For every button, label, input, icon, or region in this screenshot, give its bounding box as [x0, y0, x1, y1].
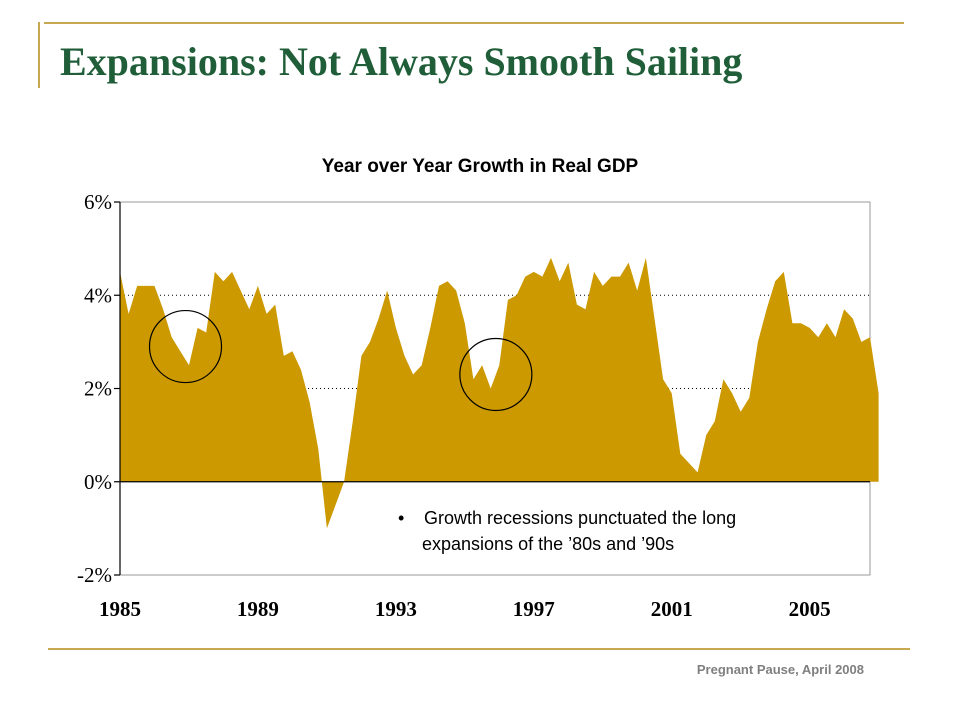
plot-area: -2% 0% 2% 4% 6% 1985 1989 1993 1997 2001 2005 [77, 190, 879, 621]
x-tick-label: 1985 [99, 597, 141, 621]
x-tick-label: 2005 [789, 597, 831, 621]
annotation-text: • Growth recessions punctuated the long e… [398, 505, 868, 557]
footer-source: Pregnant Pause, April 2008 [696, 662, 864, 677]
x-tick-label: 1997 [513, 597, 555, 621]
chart-title: Year over Year Growth in Real GDP [321, 156, 639, 177]
highlight-circle-1 [148, 309, 223, 384]
y-tick-label: -2% [77, 563, 112, 587]
y-tick-label: 2% [84, 377, 112, 401]
annotation-line-2: expansions of the ’80s and ’90s [422, 534, 675, 554]
annotation-bullet: • [398, 508, 405, 528]
x-tick-label: 1993 [375, 597, 417, 621]
frame-left-rule [38, 22, 40, 88]
y-tick-label: 6% [84, 190, 112, 214]
frame-bottom-rule [48, 648, 910, 650]
y-tick-label: 0% [84, 470, 112, 494]
gdp-area-series [120, 257, 879, 529]
y-tick-label: 4% [84, 283, 112, 307]
slide-title: Expansions: Not Always Smooth Sailing [60, 39, 743, 84]
frame-top-rule [44, 22, 904, 24]
annotation-line-1: Growth recessions punctuated the long [424, 508, 737, 528]
x-tick-label: 1989 [237, 597, 279, 621]
x-tick-label: 2001 [651, 597, 693, 621]
highlight-circle-2 [459, 337, 533, 412]
